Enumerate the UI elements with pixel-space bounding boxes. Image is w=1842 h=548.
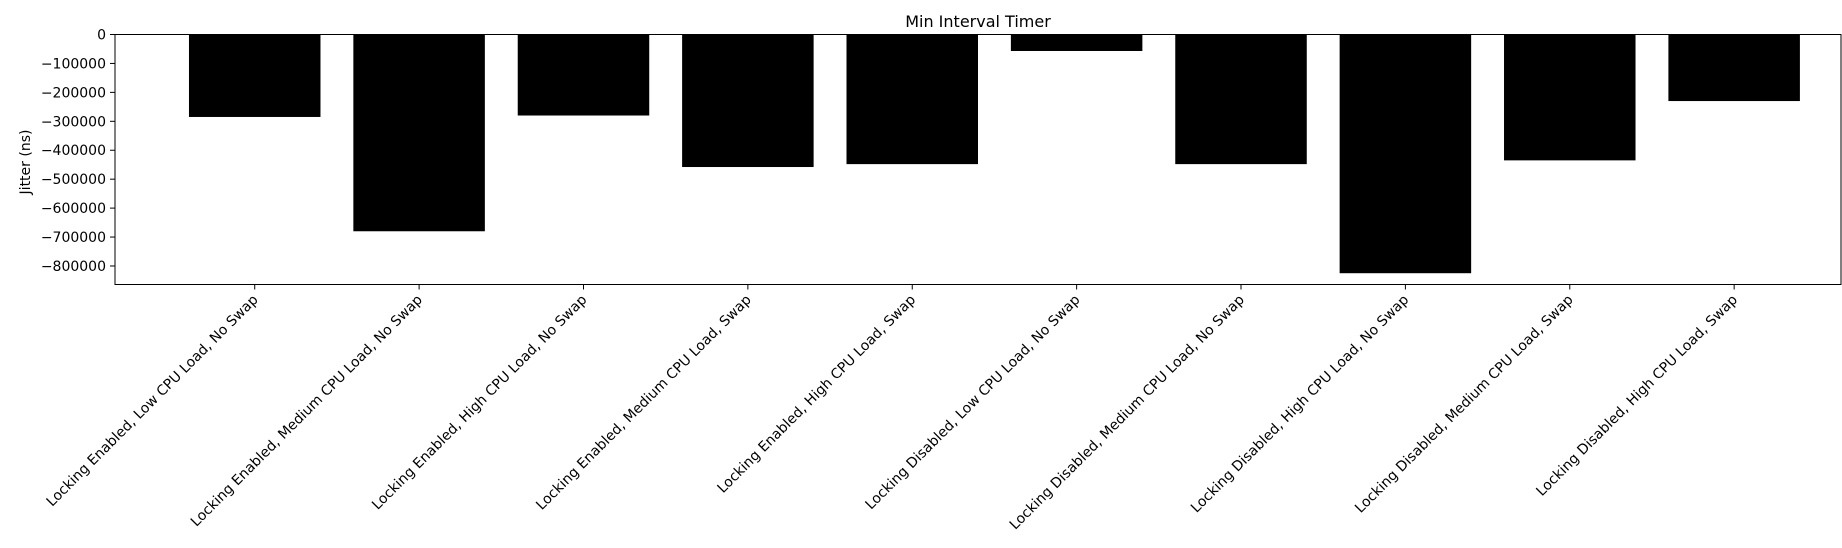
y-tick-label: −200000 bbox=[41, 85, 106, 101]
bar bbox=[517, 34, 650, 116]
bar bbox=[846, 34, 978, 165]
bar bbox=[353, 34, 485, 232]
y-tick-label: −500000 bbox=[41, 172, 106, 188]
chart-title: Min Interval Timer bbox=[905, 12, 1051, 31]
y-tick-label: −400000 bbox=[41, 143, 106, 159]
y-axis-label: Jitter (ns) bbox=[18, 130, 34, 196]
bar bbox=[682, 34, 814, 168]
y-tick-label: −300000 bbox=[41, 114, 106, 130]
y-tick-label: −700000 bbox=[41, 230, 106, 246]
bar bbox=[1010, 34, 1143, 51]
x-tick-label: Locking Disabled, High CPU Load, Swap bbox=[1533, 292, 1741, 500]
bar bbox=[188, 34, 321, 117]
bar bbox=[1339, 34, 1472, 274]
bar bbox=[1504, 34, 1636, 161]
y-tick-label: 0 bbox=[97, 28, 106, 44]
y-tick-label: −600000 bbox=[41, 201, 106, 217]
bars-group bbox=[188, 34, 1800, 274]
bar bbox=[1668, 34, 1800, 102]
plot-frame bbox=[114, 34, 1842, 285]
y-axis-ticks: 0 −100000 −200000 −300000 −400000 −500000 −600… bbox=[41, 28, 115, 275]
bar bbox=[1175, 34, 1307, 165]
x-axis-ticks: Locking Enabled, Low CPU Load, No SwapLo… bbox=[44, 284, 1741, 533]
x-tick-label: Locking Enabled, High CPU Load, Swap bbox=[714, 292, 919, 497]
y-tick-label: −100000 bbox=[41, 56, 106, 72]
y-tick-label: −800000 bbox=[41, 259, 106, 275]
